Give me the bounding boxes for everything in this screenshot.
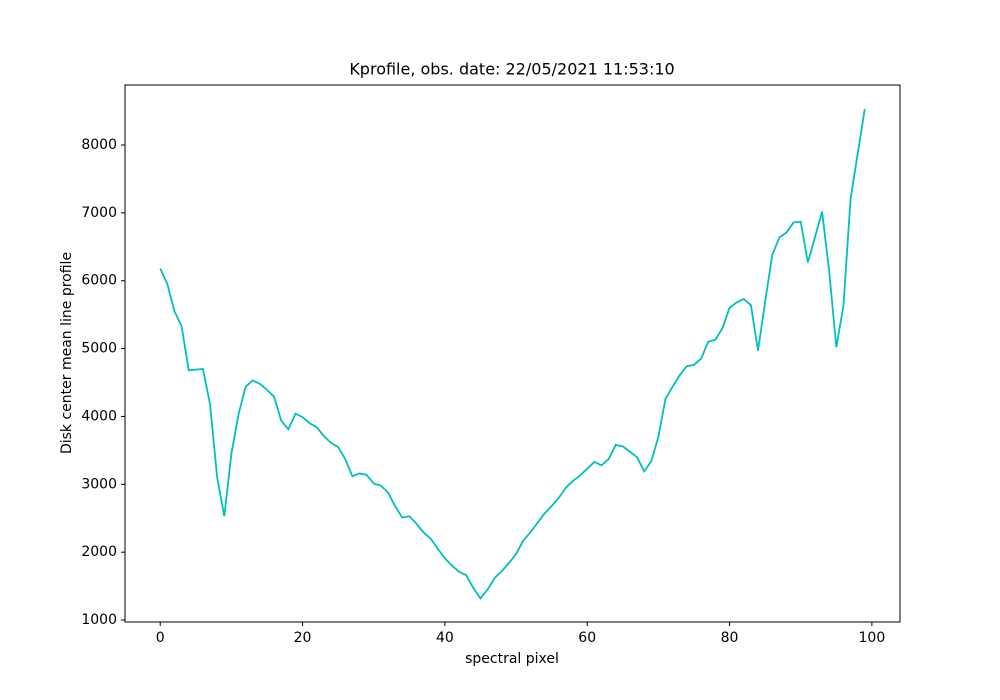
x-tick-label: 100	[859, 630, 886, 646]
x-tick-label: 80	[721, 630, 739, 646]
x-axis-label: spectral pixel	[465, 651, 559, 667]
data-line	[159, 108, 866, 600]
y-tick-label: 4000	[81, 408, 117, 424]
x-tick-label: 20	[294, 630, 312, 646]
y-tick-label: 8000	[81, 137, 117, 153]
y-tick-label: 1000	[81, 612, 117, 628]
chart-title: Kprofile, obs. date: 22/05/2021 11:53:10	[349, 60, 674, 79]
x-tick-label: 0	[156, 630, 165, 646]
y-tick-label: 5000	[81, 341, 117, 357]
y-axis-label: Disk center mean line profile	[59, 252, 75, 454]
y-tick-label: 3000	[81, 476, 117, 492]
y-tick-label: 2000	[81, 544, 117, 560]
plot-frame	[124, 84, 901, 623]
x-tick-label: 40	[436, 630, 454, 646]
y-tick-label: 6000	[81, 273, 117, 289]
y-tick-label: 7000	[81, 205, 117, 221]
x-tick-label: 60	[578, 630, 596, 646]
